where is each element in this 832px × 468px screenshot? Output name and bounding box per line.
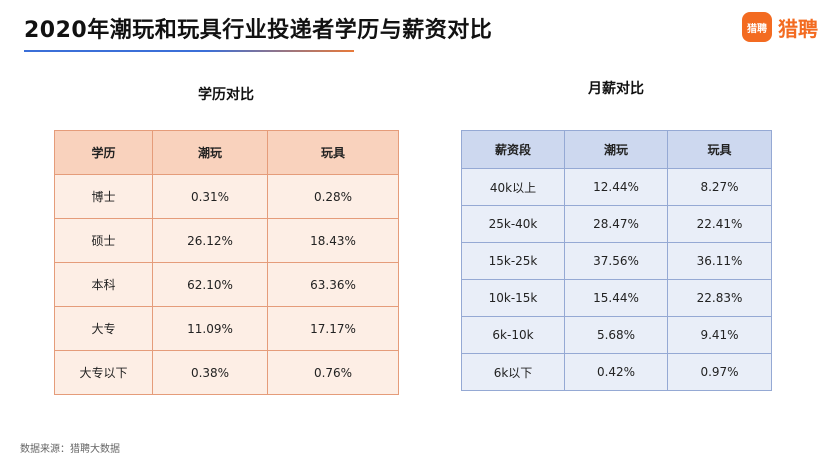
table-cell: 0.31% — [152, 174, 268, 219]
table-cell: 博士 — [54, 174, 153, 219]
table-cell: 0.97% — [667, 353, 772, 391]
table-cell: 硕士 — [54, 218, 153, 263]
logo-text: 猎聘 — [778, 16, 818, 41]
column-header: 薪资段 — [461, 130, 565, 169]
table-cell: 36.11% — [667, 242, 772, 280]
table-cell: 18.43% — [267, 218, 399, 263]
table-cell: 0.42% — [564, 353, 668, 391]
table-header-row: 薪资段 潮玩 玩具 — [461, 130, 772, 169]
table-cell: 22.83% — [667, 279, 772, 317]
page-title: 2020年潮玩和玩具行业投递者学历与薪资对比 — [24, 18, 493, 43]
table-cell: 5.68% — [564, 316, 668, 354]
table-cell: 大专以下 — [54, 350, 153, 395]
column-header: 潮玩 — [152, 130, 268, 175]
column-header: 玩具 — [267, 130, 399, 175]
table-cell: 12.44% — [564, 168, 668, 206]
education-section-title: 学历对比 — [198, 87, 254, 103]
table-row: 本科 62.10% 63.36% — [54, 262, 399, 307]
table-cell: 0.38% — [152, 350, 268, 395]
table-cell: 40k以上 — [461, 168, 565, 206]
title-underline — [24, 50, 354, 52]
table-cell: 15.44% — [564, 279, 668, 317]
table-cell: 28.47% — [564, 205, 668, 243]
table-header-row: 学历 潮玩 玩具 — [54, 130, 399, 175]
table-cell: 本科 — [54, 262, 153, 307]
column-header: 学历 — [54, 130, 153, 175]
table-cell: 8.27% — [667, 168, 772, 206]
table-cell: 0.76% — [267, 350, 399, 395]
table-cell: 26.12% — [152, 218, 268, 263]
salary-section-title: 月薪对比 — [588, 81, 644, 97]
table-cell: 37.56% — [564, 242, 668, 280]
liepin-logo: 猎聘 猎聘 — [742, 12, 818, 42]
table-cell: 63.36% — [267, 262, 399, 307]
table-cell: 6k以下 — [461, 353, 565, 391]
table-cell: 9.41% — [667, 316, 772, 354]
table-row: 10k-15k 15.44% 22.83% — [461, 279, 772, 317]
table-cell: 62.10% — [152, 262, 268, 307]
data-source-note: 数据来源：猎聘大数据 — [20, 444, 120, 455]
column-header: 玩具 — [667, 130, 772, 169]
table-row: 6k以下 0.42% 0.97% — [461, 353, 772, 391]
table-cell: 大专 — [54, 306, 153, 351]
table-row: 大专以下 0.38% 0.76% — [54, 350, 399, 395]
table-row: 40k以上 12.44% 8.27% — [461, 168, 772, 206]
table-row: 博士 0.31% 0.28% — [54, 174, 399, 219]
table-row: 15k-25k 37.56% 36.11% — [461, 242, 772, 280]
table-row: 25k-40k 28.47% 22.41% — [461, 205, 772, 243]
table-cell: 11.09% — [152, 306, 268, 351]
table-cell: 25k-40k — [461, 205, 565, 243]
table-cell: 17.17% — [267, 306, 399, 351]
salary-table: 薪资段 潮玩 玩具 40k以上 12.44% 8.27% 25k-40k 28.… — [461, 130, 772, 391]
table-cell: 6k-10k — [461, 316, 565, 354]
table-cell: 15k-25k — [461, 242, 565, 280]
table-row: 6k-10k 5.68% 9.41% — [461, 316, 772, 354]
table-cell: 10k-15k — [461, 279, 565, 317]
education-table: 学历 潮玩 玩具 博士 0.31% 0.28% 硕士 26.12% 18.43%… — [54, 130, 399, 395]
table-row: 硕士 26.12% 18.43% — [54, 218, 399, 263]
table-row: 大专 11.09% 17.17% — [54, 306, 399, 351]
table-cell: 22.41% — [667, 205, 772, 243]
logo-badge-icon: 猎聘 — [742, 12, 772, 42]
column-header: 潮玩 — [564, 130, 668, 169]
table-cell: 0.28% — [267, 174, 399, 219]
